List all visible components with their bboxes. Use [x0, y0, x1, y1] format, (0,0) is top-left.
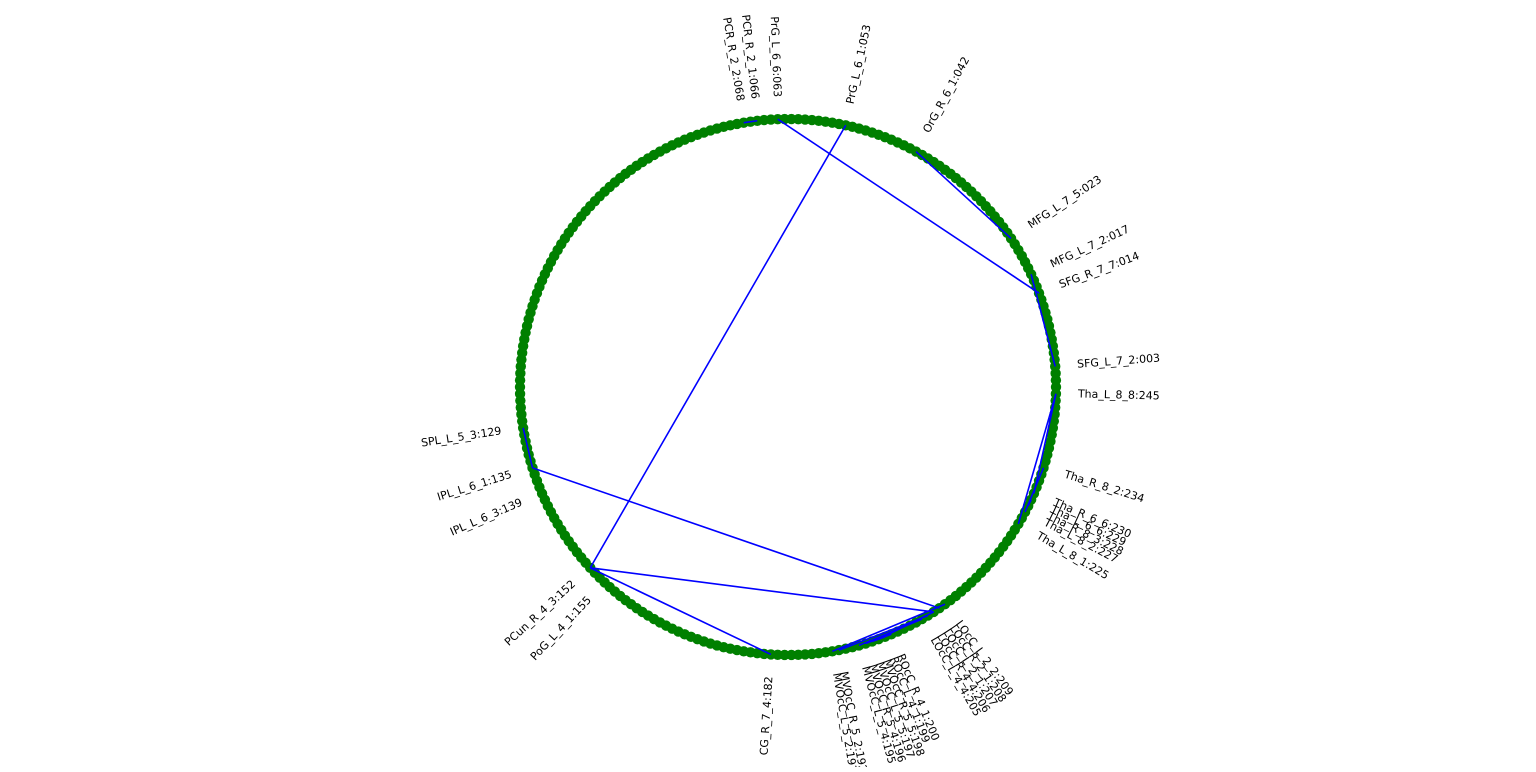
connection-edge [1017, 393, 1057, 525]
node-label: MFG_L_7_5:023 [1026, 173, 1105, 231]
connection-edge [743, 119, 758, 124]
edge-layer [522, 118, 1057, 656]
connection-edge [522, 427, 534, 469]
node-label: SPL_L_5_3:129 [420, 424, 502, 449]
node-label: Tha_L_8_8:245 [1077, 387, 1160, 402]
node-label: OrG_R_6_1:042 [920, 55, 972, 135]
node-label: SFG_L_7_2:003 [1077, 351, 1161, 370]
node-label: PrG_L_6_6:063 [768, 16, 784, 97]
connection-edge [590, 567, 934, 613]
node-label: PoG_L_4_1:155 [528, 594, 594, 663]
node-label: CG_R_7_4:182 [757, 676, 775, 756]
connection-edge [589, 124, 847, 569]
node-label: IPL_L_6_1:135 [436, 468, 514, 504]
connection-edge [1033, 393, 1057, 494]
node-ring [514, 113, 1062, 661]
connection-edge [777, 118, 1040, 294]
connection-edge [915, 150, 1012, 240]
node-label: PrG_L_6_1:053 [844, 23, 874, 105]
connection-edge [831, 603, 946, 653]
connection-edge [1030, 274, 1056, 367]
connection-edge [878, 611, 935, 640]
node-label: IPL_L_6_3:139 [448, 496, 524, 539]
connection-edge [532, 467, 940, 609]
node-label: Tha_R_8_2:234 [1062, 468, 1146, 506]
connection-edge [1027, 499, 1032, 507]
node [1050, 388, 1062, 400]
connection-edge [589, 567, 772, 656]
